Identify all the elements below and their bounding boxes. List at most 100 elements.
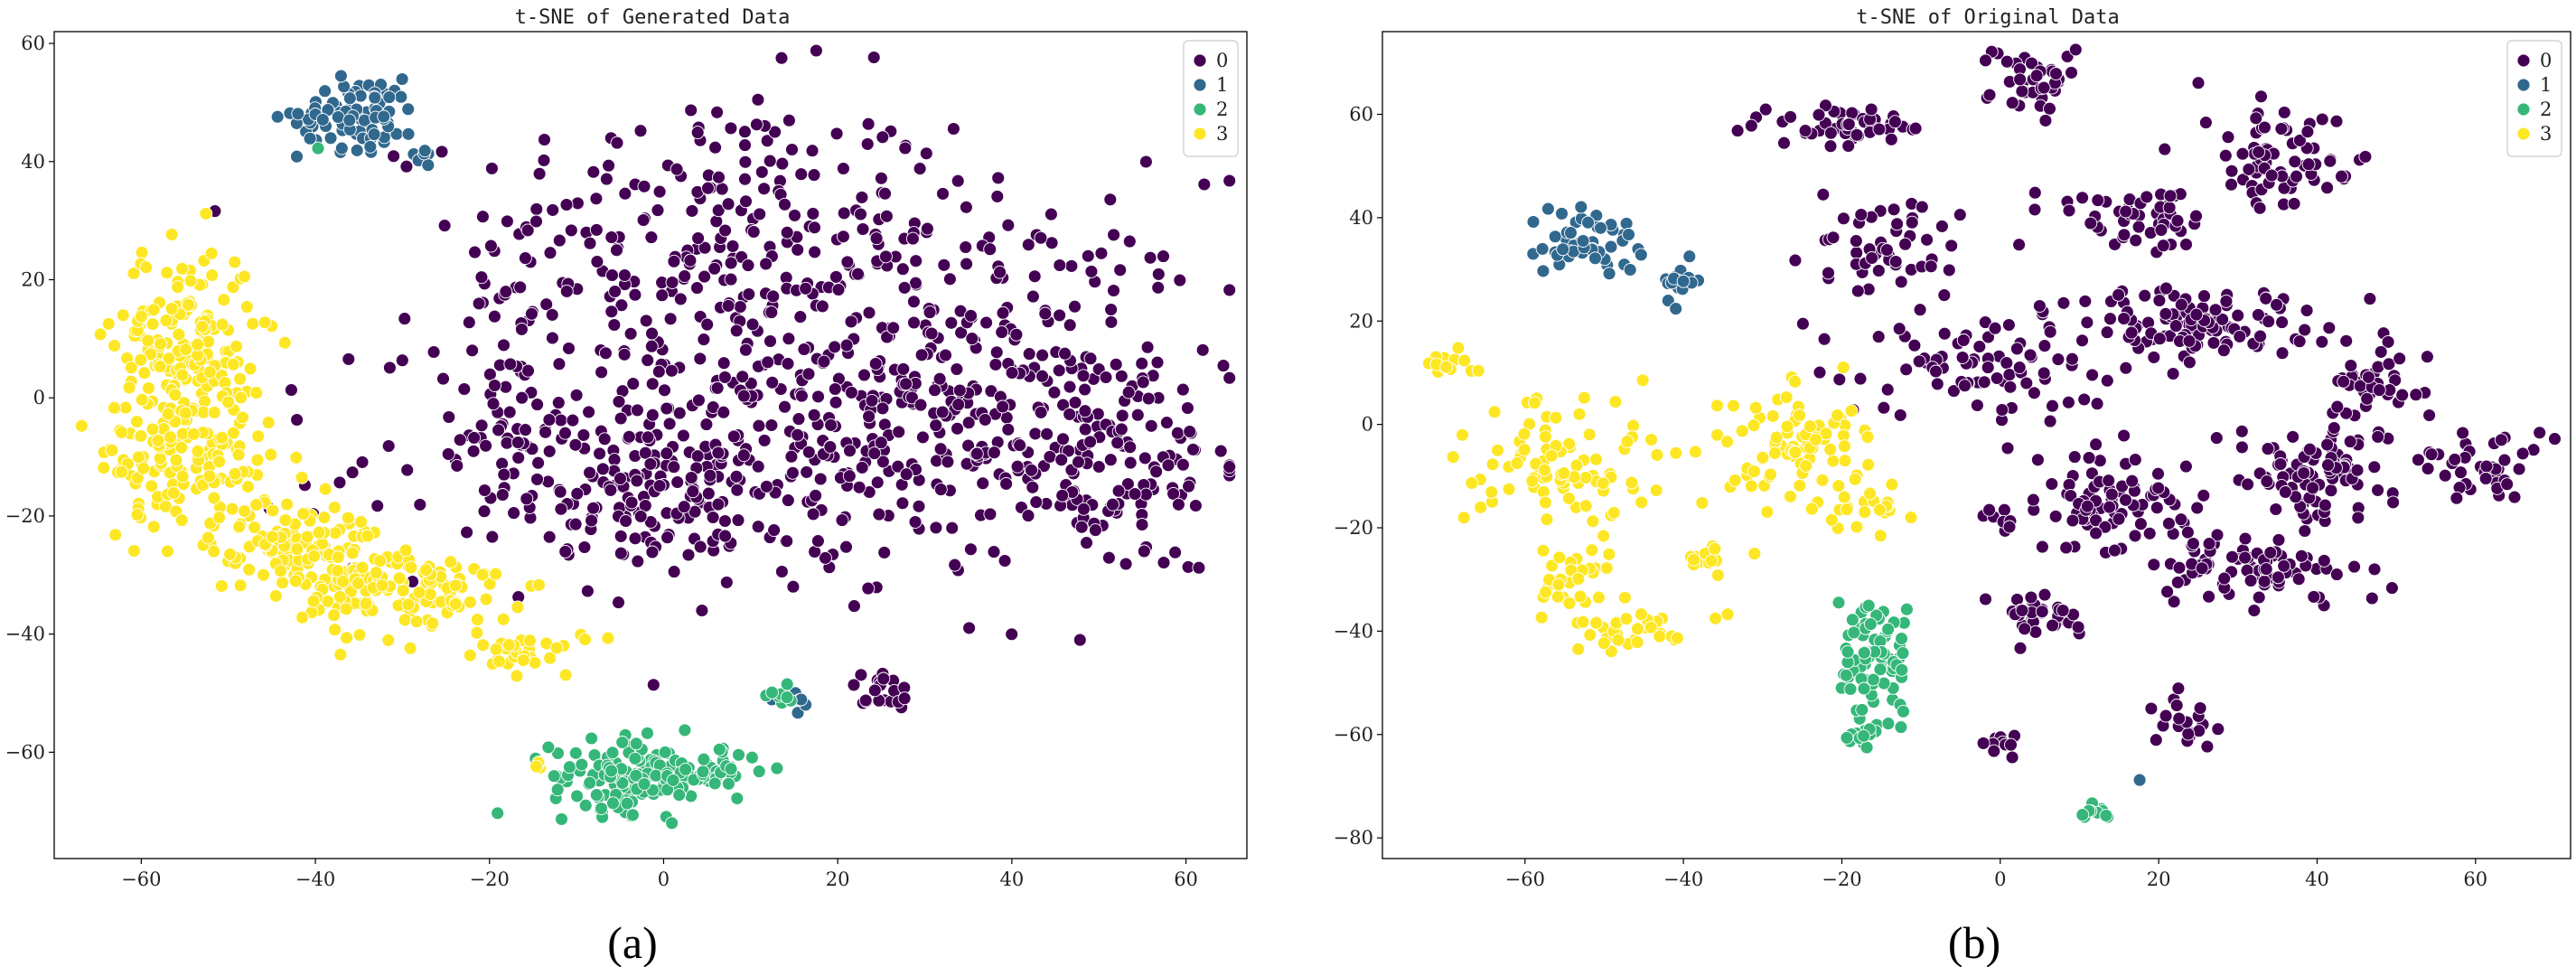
scatter-point-class-2 (615, 736, 630, 749)
scatter-point-class-2 (721, 776, 735, 791)
scatter-point-class-0 (333, 475, 347, 490)
scatter-point-class-2 (562, 760, 576, 775)
scatter-point-class-0 (2344, 359, 2358, 372)
scatter-point-class-0 (1135, 356, 1149, 371)
scatter-point-class-0 (989, 345, 1004, 360)
scatter-point-class-0 (1970, 399, 1984, 412)
scatter-point-class-3 (1860, 430, 1875, 444)
scatter-point-class-0 (1113, 263, 1128, 277)
scatter-point-class-2 (666, 773, 680, 787)
scatter-point-class-0 (2117, 228, 2131, 242)
scatter-point-class-0 (1034, 405, 1048, 419)
scatter-point-class-0 (2253, 329, 2268, 343)
scatter-point-class-3 (233, 371, 248, 386)
legend-generated: 0 1 2 3 (1183, 40, 1239, 157)
scatter-point-class-3 (296, 507, 311, 521)
scatter-point-class-3 (131, 450, 145, 465)
scatter-point-class-0 (1043, 449, 1057, 464)
scatter-point-class-0 (753, 207, 767, 221)
scatter-point-class-0 (993, 265, 1007, 279)
scatter-point-class-0 (2117, 428, 2131, 443)
scatter-point-class-0 (878, 249, 893, 264)
scatter-point-class-0 (1072, 455, 1085, 469)
scatter-point-class-0 (950, 362, 964, 376)
scatter-point-class-0 (876, 130, 890, 145)
scatter-point-class-3 (168, 388, 183, 402)
scatter-point-class-0 (2151, 481, 2166, 495)
scatter-point-class-0 (775, 156, 790, 171)
scatter-point-class-2 (575, 757, 589, 772)
scatter-point-class-3 (1608, 395, 1623, 409)
scatter-point-class-3 (1650, 447, 1664, 462)
scatter-point-class-3 (1539, 585, 1553, 599)
scatter-point-class-3 (179, 343, 192, 357)
scatter-point-class-2 (1839, 668, 1853, 682)
scatter-point-class-3 (1840, 502, 1854, 517)
legend-marker-3 (2516, 127, 2531, 141)
scatter-point-class-3 (578, 633, 592, 647)
scatter-point-class-0 (965, 332, 979, 346)
scatter-point-class-0 (876, 455, 890, 469)
scatter-point-class-0 (1076, 369, 1091, 383)
scatter-point-class-0 (2259, 562, 2273, 577)
scatter-point-class-0 (1106, 497, 1119, 512)
scatter-point-class-0 (2023, 348, 2037, 362)
scatter-point-class-0 (2287, 196, 2301, 211)
scatter-point-class-3 (217, 293, 231, 307)
scatter-point-class-1 (1564, 226, 1578, 240)
scatter-point-class-0 (737, 125, 752, 139)
scatter-point-class-1 (1594, 221, 1607, 235)
scatter-point-class-0 (2180, 525, 2195, 540)
scatter-point-class-0 (1877, 400, 1891, 415)
scatter-point-class-0 (486, 397, 501, 411)
scatter-point-class-0 (847, 599, 861, 614)
scatter-point-class-0 (495, 488, 510, 502)
scatter-point-class-0 (1021, 238, 1035, 252)
scatter-point-class-0 (2257, 574, 2272, 588)
scatter-point-class-0 (639, 314, 653, 328)
scatter-point-class-3 (476, 638, 491, 652)
scatter-point-class-0 (558, 544, 573, 559)
scatter-point-class-0 (970, 446, 984, 461)
scatter-point-class-0 (1056, 432, 1070, 446)
scatter-point-class-0 (2215, 312, 2230, 326)
scatter-point-class-0 (1176, 382, 1190, 397)
scatter-point-class-0 (2219, 294, 2234, 308)
scatter-point-class-0 (1104, 315, 1119, 329)
scatter-point-class-0 (520, 492, 534, 506)
scatter-point-class-0 (781, 356, 795, 371)
scatter-point-class-0 (1850, 246, 1864, 260)
scatter-point-class-0 (746, 225, 761, 239)
scatter-point-class-0 (886, 321, 901, 335)
scatter-point-class-0 (477, 504, 492, 519)
scatter-point-class-0 (690, 126, 705, 140)
x-tick-label: 60 (2463, 868, 2487, 890)
x-tick-label: −20 (1822, 868, 1861, 890)
scatter-point-class-0 (586, 501, 601, 515)
scatter-point-class-0 (1115, 408, 1129, 423)
scatter-point-class-3 (226, 357, 240, 371)
scatter-point-class-0 (1150, 355, 1165, 370)
scatter-point-class-0 (1953, 208, 1967, 222)
scatter-point-class-1 (303, 131, 317, 146)
scatter-point-class-0 (782, 332, 796, 346)
scatter-point-class-0 (2329, 568, 2344, 582)
scatter-point-class-2 (585, 731, 599, 746)
scatter-point-class-0 (1216, 359, 1231, 373)
scatter-point-class-0 (839, 540, 853, 554)
scatter-point-class-3 (448, 578, 463, 593)
scatter-point-class-0 (2217, 571, 2232, 586)
scatter-point-class-0 (2197, 289, 2211, 304)
scatter-point-class-0 (542, 413, 557, 427)
scatter-point-class-0 (474, 270, 489, 285)
scatter-point-class-2 (665, 816, 679, 831)
scatter-point-class-0 (1001, 422, 1016, 437)
y-tick-label: 0 (33, 387, 45, 408)
scatter-point-class-3 (318, 482, 333, 496)
scatter-point-class-2 (1861, 598, 1876, 613)
scatter-point-class-3 (161, 407, 175, 421)
scatter-point-class-0 (708, 140, 723, 155)
scatter-point-class-0 (673, 292, 688, 306)
y-tick-label: −80 (1334, 827, 1373, 849)
scatter-point-class-2 (678, 723, 692, 737)
